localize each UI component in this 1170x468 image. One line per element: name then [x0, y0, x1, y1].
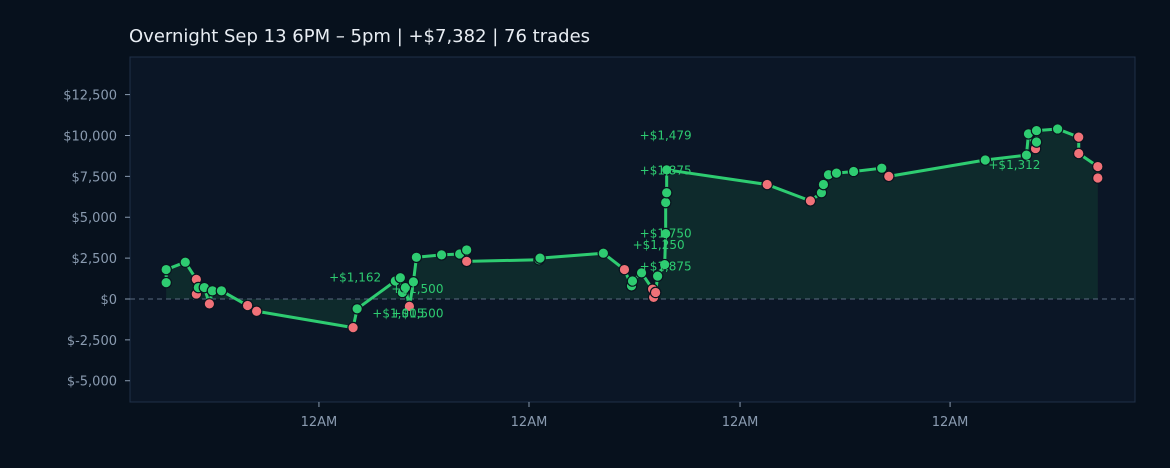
trade-point-loss: [250, 305, 263, 318]
trade-point-win: [635, 267, 648, 279]
trade-point-win: [160, 276, 172, 289]
trade-point-loss: [649, 286, 662, 299]
trade-point-win: [660, 164, 673, 176]
trade-point-win: [407, 276, 420, 288]
trade-point-win: [399, 281, 412, 294]
trade-point-loss: [1092, 172, 1104, 184]
trade-annotation: +$1,875: [640, 164, 692, 178]
trade-point-win: [597, 247, 610, 260]
trade-annotation: +$1,500: [391, 307, 443, 321]
trade-point-win: [410, 251, 423, 264]
trade-annotation: +$1,500: [391, 282, 443, 296]
trade-point-loss: [460, 255, 473, 268]
trade-point-loss: [241, 299, 254, 312]
trade-point-loss: [618, 263, 631, 276]
y-tick-label: $2,500: [72, 252, 118, 267]
trade-point-win: [1051, 123, 1064, 135]
trade-annotation: +$1,005: [372, 307, 424, 321]
y-tick-label: $7,500: [72, 170, 118, 185]
trade-point-loss: [203, 298, 216, 310]
trade-annotation: +$1,250: [633, 238, 685, 252]
trade-point-win: [351, 303, 363, 315]
trade-annotation: +$1,875: [640, 259, 692, 273]
y-tick-label: $-2,500: [67, 334, 117, 349]
trade-annotation: +$1,750: [640, 227, 692, 241]
trade-point-win: [460, 244, 473, 256]
trade-point-win: [534, 252, 546, 264]
trade-point-win: [215, 285, 228, 297]
y-tick-label: $10,000: [63, 129, 117, 144]
trade-annotation: +$1,312: [988, 158, 1040, 172]
trade-point-loss: [1072, 131, 1085, 143]
trade-point-win: [626, 275, 639, 287]
trade-point-win: [435, 249, 448, 261]
trade-point-win: [659, 196, 672, 209]
y-tick-label: $0: [100, 293, 117, 308]
y-tick-label: $-5,000: [67, 375, 117, 390]
trade-point-win: [659, 227, 672, 240]
trade-point-loss: [1072, 147, 1085, 160]
x-tick-label: 12AM: [511, 415, 548, 430]
trade-point-win: [1030, 124, 1043, 137]
trade-point-win: [651, 270, 664, 282]
trade-annotation: +$1,162: [329, 271, 381, 285]
trade-point-win: [979, 154, 992, 166]
trade-point-loss: [1092, 160, 1104, 173]
trade-point-win: [875, 162, 888, 174]
trade-point-win: [658, 258, 671, 271]
trade-point-win: [660, 186, 673, 199]
trade-point-win: [817, 178, 830, 191]
trade-point-win: [160, 263, 172, 276]
x-tick-label: 12AM: [722, 415, 759, 430]
trade-point-loss: [804, 195, 817, 207]
pnl-area: [166, 128, 1098, 328]
trade-point-win: [830, 167, 843, 179]
trade-point-win: [1030, 136, 1043, 148]
x-tick-label: 12AM: [932, 415, 969, 430]
chart-title: Overnight Sep 13 6PM – 5pm | +$7,382 | 7…: [129, 26, 590, 47]
trade-point-win: [847, 165, 860, 178]
trade-point-win: [394, 271, 407, 284]
trade-annotation: +$1,479: [640, 128, 692, 142]
trade-point-loss: [761, 178, 773, 191]
trade-point-loss: [403, 300, 416, 313]
trade-point-win: [1020, 149, 1033, 161]
trade-point-loss: [882, 170, 895, 183]
y-tick-label: $5,000: [72, 211, 118, 226]
x-tick-label: 12AM: [301, 415, 338, 430]
y-tick-label: $12,500: [63, 89, 117, 104]
trade-point-loss: [347, 321, 359, 334]
trade-point-win: [179, 256, 192, 269]
